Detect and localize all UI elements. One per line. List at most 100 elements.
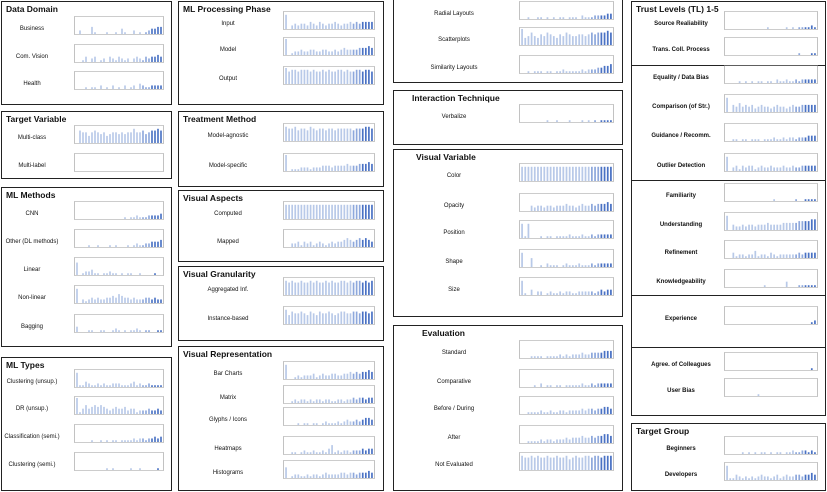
bar — [160, 436, 162, 442]
bar — [355, 450, 358, 454]
bar — [552, 293, 555, 295]
bar — [559, 410, 562, 414]
bar — [748, 254, 750, 258]
bar — [340, 69, 343, 84]
bar — [788, 476, 791, 480]
bar — [368, 21, 370, 29]
chart-frame — [519, 249, 614, 268]
bar — [318, 452, 321, 454]
bar — [361, 204, 364, 219]
bar — [792, 81, 794, 83]
row-label: Developers — [664, 472, 698, 478]
bar — [571, 437, 574, 443]
panel-title: Interaction Technique — [412, 93, 500, 103]
row-label: Bar Charts — [213, 371, 243, 377]
bar — [106, 385, 108, 387]
bar — [352, 49, 355, 55]
bar — [337, 450, 340, 454]
bar — [738, 169, 741, 171]
bar — [537, 441, 539, 443]
bar — [603, 166, 606, 181]
bar — [810, 219, 813, 230]
bar — [600, 32, 603, 45]
bar — [807, 135, 810, 141]
bar — [568, 17, 571, 19]
bar — [315, 377, 318, 379]
bar — [594, 166, 596, 181]
bar — [584, 236, 587, 238]
bar — [352, 373, 355, 379]
bar — [88, 299, 90, 303]
bar — [112, 58, 114, 62]
bar — [315, 71, 318, 84]
bar — [559, 385, 562, 387]
row-label: Not Evaluated — [435, 462, 473, 468]
row-label: User Bias — [667, 388, 695, 394]
bar — [79, 412, 81, 414]
bar — [109, 56, 111, 62]
bar — [575, 354, 577, 358]
bar — [337, 69, 340, 84]
bar — [106, 273, 108, 275]
sparkline-chart — [74, 16, 164, 35]
bar — [606, 263, 609, 267]
bar — [112, 85, 114, 89]
bar — [136, 243, 138, 247]
bar — [139, 410, 141, 414]
bar — [801, 254, 804, 258]
bar — [318, 241, 321, 247]
sparkline-chart — [724, 378, 818, 397]
bar — [82, 132, 84, 143]
chart-frame — [519, 425, 614, 444]
bar — [533, 356, 536, 358]
bar — [559, 439, 562, 443]
bar — [291, 243, 294, 247]
bar — [142, 60, 144, 62]
bar — [600, 408, 603, 414]
chart-frame — [283, 229, 375, 248]
bar — [145, 440, 147, 442]
bar — [549, 457, 552, 470]
bar — [537, 205, 539, 211]
bar — [364, 417, 367, 425]
bar — [352, 397, 355, 403]
row-label: Mapped — [217, 239, 239, 245]
bar — [814, 27, 816, 29]
bar — [556, 205, 558, 211]
bar — [371, 371, 373, 379]
bar — [340, 280, 343, 295]
bar — [160, 385, 162, 387]
bar — [331, 401, 333, 403]
bar — [139, 299, 141, 303]
bar — [552, 457, 555, 470]
bar — [798, 452, 801, 454]
bar — [732, 139, 735, 141]
bar — [368, 448, 370, 454]
bar — [118, 56, 120, 62]
bar — [568, 120, 571, 122]
chart-frame — [283, 11, 375, 30]
bar — [151, 299, 153, 303]
bar — [760, 104, 763, 112]
bar — [782, 254, 785, 258]
bar — [810, 79, 813, 83]
bar — [597, 32, 600, 45]
bar — [328, 423, 330, 425]
bar — [328, 69, 330, 84]
bar — [776, 256, 779, 258]
bar — [331, 128, 333, 141]
bar — [294, 452, 297, 454]
bar — [540, 34, 542, 45]
bar — [160, 330, 162, 332]
bar — [371, 280, 373, 295]
bar — [109, 271, 111, 275]
bar — [763, 224, 766, 230]
bar — [145, 410, 147, 414]
bar — [368, 69, 370, 84]
chart-frame — [519, 452, 614, 471]
bar — [355, 399, 358, 403]
row-label: Bagging — [20, 324, 44, 330]
bar — [546, 263, 549, 267]
bar — [337, 282, 340, 295]
bar — [106, 468, 108, 470]
